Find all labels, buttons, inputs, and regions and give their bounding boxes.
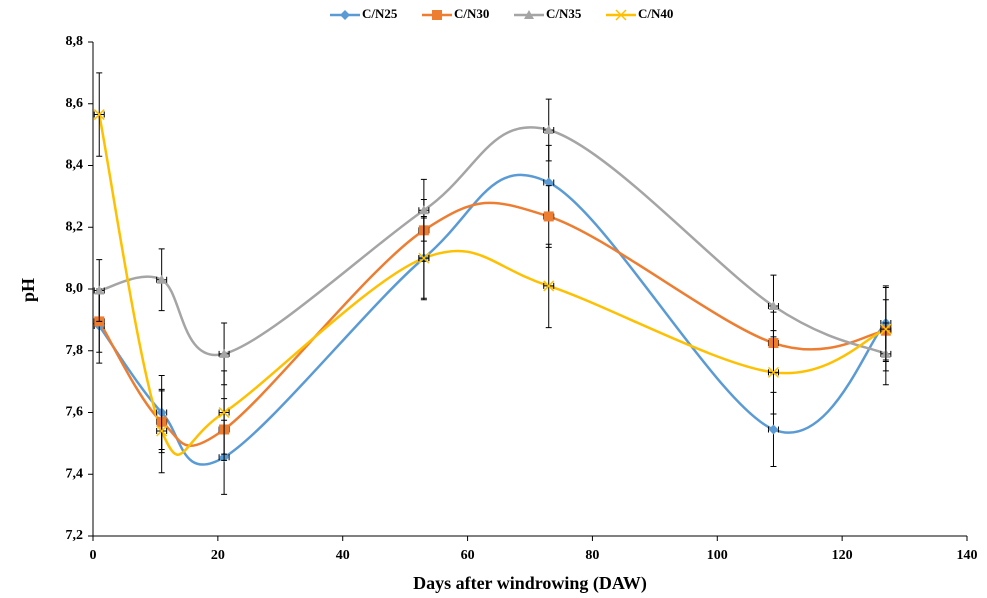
legend-marker (524, 10, 534, 19)
legend-label: C/N35 (546, 6, 582, 21)
x-tick-label: 100 (707, 548, 728, 563)
data-point (218, 406, 230, 419)
y-tick-label: 8,8 (66, 34, 84, 49)
series-line (98, 201, 887, 448)
legend-label: C/N25 (362, 6, 398, 21)
legend-marker (340, 10, 350, 20)
y-tick-label: 7,6 (66, 405, 84, 420)
series-line (98, 126, 887, 357)
data-point (156, 274, 167, 284)
series-line (98, 114, 887, 456)
data-point (93, 109, 105, 121)
data-point (767, 366, 780, 378)
x-tick-label: 40 (336, 548, 350, 563)
data-point (418, 205, 429, 215)
data-point (156, 425, 168, 437)
x-tick-label: 0 (90, 548, 97, 563)
legend-marker (432, 10, 442, 20)
data-point (543, 177, 554, 188)
x-tick-label: 60 (461, 548, 475, 563)
legend-marker (615, 9, 627, 21)
y-tick-label: 7,2 (66, 528, 84, 543)
y-tick-label: 8,0 (66, 281, 84, 296)
x-tick-label: 140 (957, 548, 978, 563)
legend-label: C/N30 (454, 6, 489, 21)
x-tick-label: 120 (832, 548, 853, 563)
y-axis-title: pH (18, 278, 38, 302)
data-point (768, 300, 779, 310)
data-point (219, 348, 230, 358)
series-line (98, 173, 887, 466)
y-tick-label: 7,4 (66, 466, 84, 481)
y-tick-label: 8,4 (66, 158, 84, 173)
data-point (418, 252, 430, 264)
legend-label: C/N40 (638, 6, 673, 21)
y-tick-label: 8,2 (66, 219, 84, 234)
y-tick-label: 7,8 (66, 343, 84, 358)
x-axis-title: Days after windrowing (DAW) (413, 573, 647, 594)
data-point (880, 323, 892, 335)
x-tick-label: 80 (585, 548, 599, 563)
data-point (543, 211, 554, 222)
data-point (543, 124, 554, 134)
data-point (543, 280, 555, 292)
data-point (768, 424, 779, 435)
x-tick-label: 20 (211, 548, 225, 563)
y-tick-label: 8,6 (66, 96, 84, 111)
data-point (94, 285, 105, 295)
